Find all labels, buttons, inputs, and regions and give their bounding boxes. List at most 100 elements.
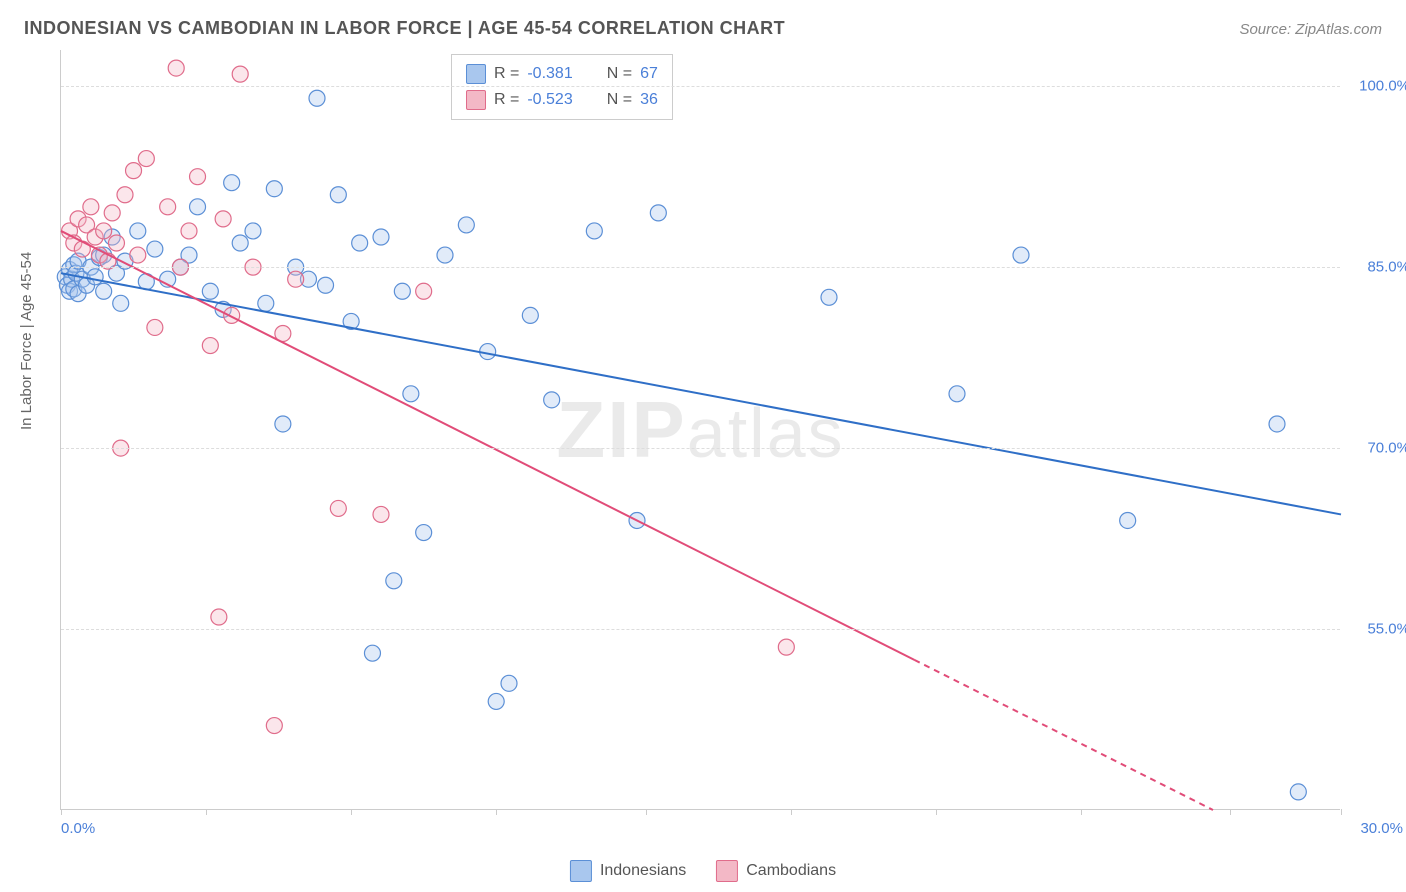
data-point: [1120, 512, 1136, 528]
data-point: [416, 525, 432, 541]
data-point: [330, 500, 346, 516]
data-point: [215, 211, 231, 227]
x-tick-mark: [351, 809, 352, 815]
grid-line: [61, 267, 1340, 268]
data-point: [949, 386, 965, 402]
data-point: [202, 283, 218, 299]
x-tick-mark: [1341, 809, 1342, 815]
data-point: [458, 217, 474, 233]
data-point: [266, 181, 282, 197]
data-point: [224, 307, 240, 323]
r-label: R =: [494, 65, 519, 83]
data-point: [160, 199, 176, 215]
data-point: [96, 223, 112, 239]
data-point: [394, 283, 410, 299]
data-point: [245, 223, 261, 239]
data-point: [309, 90, 325, 106]
data-point: [108, 235, 124, 251]
data-point: [147, 241, 163, 257]
n-value: 36: [640, 91, 658, 109]
data-point: [83, 199, 99, 215]
plot-svg: [61, 50, 1340, 809]
x-tick-mark: [791, 809, 792, 815]
data-point: [522, 307, 538, 323]
data-point: [586, 223, 602, 239]
data-point: [373, 229, 389, 245]
data-point: [275, 416, 291, 432]
y-axis-label: In Labor Force | Age 45-54: [18, 252, 35, 430]
regression-line-extrapolated: [914, 660, 1213, 810]
n-label: N =: [607, 91, 632, 109]
data-point: [224, 175, 240, 191]
data-point: [1013, 247, 1029, 263]
data-point: [266, 718, 282, 734]
data-point: [288, 271, 304, 287]
regression-line: [61, 273, 1341, 514]
data-point: [232, 235, 248, 251]
x-tick-mark: [1230, 809, 1231, 815]
r-value: -0.381: [527, 65, 572, 83]
y-tick-label: 55.0%: [1350, 621, 1406, 638]
y-tick-label: 85.0%: [1350, 259, 1406, 276]
legend-swatch: [570, 860, 592, 882]
data-point: [113, 295, 129, 311]
n-label: N =: [607, 65, 632, 83]
data-point: [202, 338, 218, 354]
data-point: [190, 169, 206, 185]
data-point: [650, 205, 666, 221]
y-tick-label: 70.0%: [1350, 440, 1406, 457]
grid-line: [61, 629, 1340, 630]
data-point: [318, 277, 334, 293]
chart-title: INDONESIAN VS CAMBODIAN IN LABOR FORCE |…: [24, 18, 785, 39]
plot-area: ZIPatlas R = -0.381N = 67R = -0.523N = 3…: [60, 50, 1340, 810]
data-point: [386, 573, 402, 589]
r-value: -0.523: [527, 91, 572, 109]
x-tick-mark: [206, 809, 207, 815]
legend-item: Indonesians: [570, 860, 686, 882]
legend-label: Indonesians: [600, 862, 686, 880]
x-tick-mark: [61, 809, 62, 815]
x-tick-mark: [646, 809, 647, 815]
source-label: Source: ZipAtlas.com: [1239, 21, 1382, 38]
data-point: [126, 163, 142, 179]
data-point: [190, 199, 206, 215]
series-legend: Indonesians Cambodians: [570, 860, 836, 882]
x-tick-mark: [496, 809, 497, 815]
stats-legend-row: R = -0.381 N = 67: [466, 61, 658, 87]
data-point: [821, 289, 837, 305]
data-point: [258, 295, 274, 311]
y-tick-label: 100.0%: [1350, 78, 1406, 95]
legend-item: Cambodians: [716, 860, 836, 882]
data-point: [211, 609, 227, 625]
data-point: [181, 223, 197, 239]
x-tick-label: 30.0%: [1360, 820, 1403, 837]
data-point: [778, 639, 794, 655]
legend-swatch: [716, 860, 738, 882]
data-point: [147, 319, 163, 335]
x-tick-label: 0.0%: [61, 820, 95, 837]
data-point: [168, 60, 184, 76]
data-point: [544, 392, 560, 408]
data-point: [138, 151, 154, 167]
data-point: [130, 247, 146, 263]
x-tick-mark: [936, 809, 937, 815]
data-point: [87, 269, 103, 285]
data-point: [373, 506, 389, 522]
x-tick-mark: [1081, 809, 1082, 815]
data-point: [437, 247, 453, 263]
data-point: [117, 187, 133, 203]
data-point: [403, 386, 419, 402]
n-value: 67: [640, 65, 658, 83]
r-label: R =: [494, 91, 519, 109]
data-point: [104, 205, 120, 221]
data-point: [330, 187, 346, 203]
data-point: [1290, 784, 1306, 800]
legend-swatch: [466, 64, 486, 84]
legend-swatch: [466, 90, 486, 110]
stats-legend-row: R = -0.523 N = 36: [466, 87, 658, 113]
data-point: [96, 283, 112, 299]
data-point: [130, 223, 146, 239]
data-point: [352, 235, 368, 251]
data-point: [232, 66, 248, 82]
regression-line: [61, 231, 914, 660]
